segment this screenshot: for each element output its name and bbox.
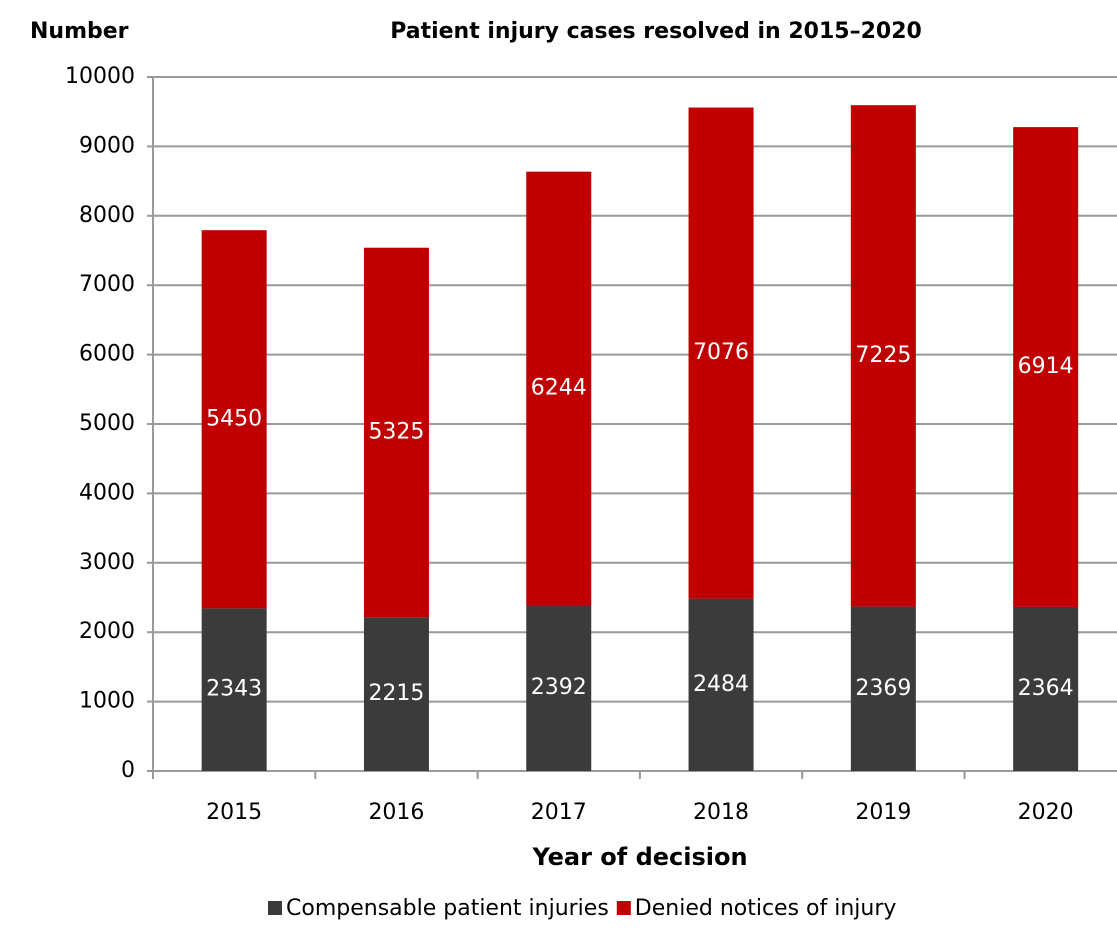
bar-segment — [363, 247, 429, 618]
bar-segment — [526, 604, 592, 771]
x-tick-label: 2019 — [855, 800, 911, 825]
data-label: 7076 — [693, 340, 749, 365]
x-tick-label: 2018 — [693, 800, 749, 825]
bar-segment — [201, 230, 267, 609]
chart-title: Patient injury cases resolved in 2015–20… — [390, 19, 922, 44]
legend-label: Denied notices of injury — [635, 896, 897, 921]
legend-swatch — [268, 901, 282, 915]
y-tick-label: 6000 — [79, 342, 135, 367]
y-tick-label: 8000 — [79, 203, 135, 228]
y-tick-label: 10000 — [65, 64, 135, 89]
data-label: 6244 — [531, 375, 587, 400]
y-tick-label: 5000 — [79, 411, 135, 436]
y-tick-label: 0 — [121, 758, 135, 783]
y-tick-label: 3000 — [79, 550, 135, 575]
bar-segment — [688, 107, 754, 599]
x-tick-label: 2020 — [1018, 800, 1074, 825]
data-label: 2364 — [1018, 676, 1074, 701]
data-label: 2392 — [531, 675, 587, 700]
data-label: 2343 — [206, 677, 262, 702]
y-tick-label: 9000 — [79, 133, 135, 158]
y-tick-label: 4000 — [79, 480, 135, 505]
data-label: 2484 — [693, 672, 749, 697]
bar-segment — [850, 606, 916, 771]
bar-segment — [1013, 127, 1079, 607]
data-label: 2369 — [855, 676, 911, 701]
bar-segment — [688, 598, 754, 771]
y-tick-label: 2000 — [79, 619, 135, 644]
data-label: 2215 — [368, 681, 424, 706]
y-tick-label: 1000 — [79, 689, 135, 714]
x-tick-label: 2015 — [206, 800, 262, 825]
x-axis-label: Year of decision — [531, 843, 747, 871]
y-tick-label: 7000 — [79, 272, 135, 297]
bar-segment — [201, 608, 267, 771]
bar-segment — [850, 105, 916, 607]
data-label: 6914 — [1018, 354, 1074, 379]
data-label: 5325 — [368, 420, 424, 445]
legend-label: Compensable patient injuries — [286, 896, 609, 921]
legend-swatch — [616, 901, 631, 915]
y-axis-label: Number — [30, 19, 129, 44]
bar-segment — [363, 617, 429, 771]
x-tick-label: 2016 — [368, 800, 424, 825]
bar-segment — [1013, 606, 1079, 771]
x-tick-label: 2017 — [531, 800, 587, 825]
data-label: 5450 — [206, 406, 262, 431]
data-label: 7225 — [855, 343, 911, 368]
bar-segment — [526, 171, 592, 605]
